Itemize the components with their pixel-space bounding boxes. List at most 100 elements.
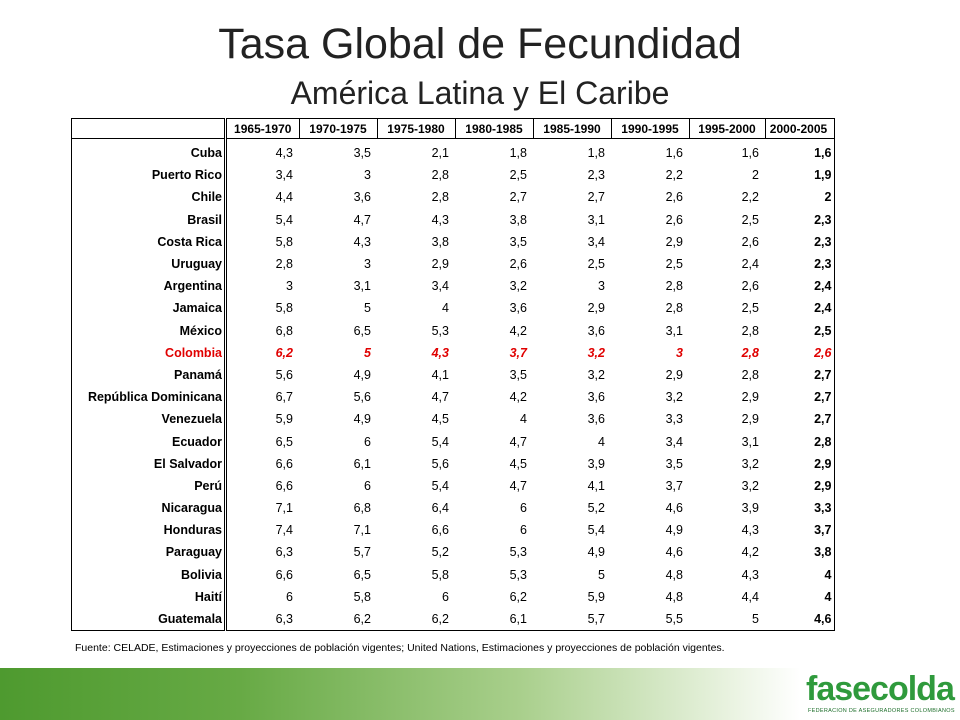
value-cell: 2,7 (587, 190, 605, 205)
value-cell: 6,8 (353, 501, 371, 516)
country-cell: Bolivia (71, 563, 227, 586)
value-cell: 5,2 (587, 501, 605, 516)
value-cell: 6 (520, 523, 527, 538)
column-header: 1975-1980 (377, 118, 456, 139)
value-cell: 3,3 (765, 497, 835, 520)
value-cell: 2,9 (665, 367, 683, 382)
value-cell: 4,9 (353, 367, 371, 382)
value-cell: 5,3 (431, 323, 449, 338)
value-cell: 4,7 (509, 434, 527, 449)
value-cell: 2,9 (587, 301, 605, 316)
country-cell: El Salvador (71, 452, 227, 475)
value-cell: 2,6 (741, 234, 759, 249)
value-cell: 4,7 (431, 390, 449, 405)
value-cell: 6,2 (377, 607, 455, 632)
value-cell: 3,7 (509, 345, 527, 360)
value-cell: 2,2 (665, 168, 683, 183)
slide-title: Tasa Global de Fecundidad (218, 20, 742, 68)
table-row: Puerto Rico 3,4 3 2,8 2,5 2,3 2,2 2 1,9 (71, 164, 835, 187)
value-cell: 3,6 (587, 390, 605, 405)
column-header: 1990-1995 (611, 118, 690, 139)
value-cell: 3,4 (587, 234, 605, 249)
value-cell: 4,3 (353, 234, 371, 249)
column-header: 1985-1990 (533, 118, 612, 139)
country-cell: Colombia (71, 341, 227, 364)
column-header: 1980-1985 (455, 118, 534, 139)
table-row: El Salvador 6,6 6,1 5,6 4,5 3,9 3,5 3,2 2,9 (71, 452, 835, 475)
value-cell: 4,6 (665, 501, 683, 516)
value-cell: 6,6 (275, 478, 293, 493)
table-row: Paraguay 6,3 5,7 5,2 5,3 4,9 4,6 4,2 3,8 (71, 541, 835, 564)
value-cell: 6 (442, 589, 449, 604)
spacer-row (71, 138, 835, 142)
value-cell: 5 (364, 345, 371, 360)
table-row: Cuba 4,3 3,5 2,1 1,8 1,8 1,6 1,6 1,6 (71, 142, 835, 165)
value-cell: 1,8 (509, 146, 527, 161)
footer-gradient-bar (0, 668, 800, 720)
value-cell: 2,7 (765, 363, 835, 387)
value-cell: 2,8 (741, 345, 759, 360)
value-cell: 6,5 (275, 434, 293, 449)
value-cell: 4,9 (587, 545, 605, 560)
value-cell: 5,5 (611, 607, 689, 632)
slide-subtitle: América Latina y El Caribe (290, 75, 670, 111)
value-cell: 6,8 (275, 323, 293, 338)
value-cell: 3,5 (509, 367, 527, 382)
value-cell: 5,4 (431, 478, 449, 493)
value-cell: 5,8 (431, 567, 449, 582)
country-cell: Nicaragua (71, 497, 227, 520)
value-cell: 2,1 (431, 146, 449, 161)
table-row: Uruguay 2,8 3 2,9 2,6 2,5 2,5 2,4 2,3 (71, 252, 835, 276)
value-cell: 4 (442, 301, 449, 316)
value-cell: 7,1 (353, 523, 371, 538)
value-cell: 2,5 (509, 168, 527, 183)
header-corner-cell (71, 118, 227, 139)
column-header: 2000-2005 (765, 118, 835, 139)
table-row: Bolivia 6,6 6,5 5,8 5,3 5 4,8 4,3 4 (71, 563, 835, 586)
value-cell: 3,2 (509, 279, 527, 294)
value-cell: 3,6 (587, 323, 605, 338)
value-cell: 2,6 (665, 190, 683, 205)
value-cell: 4,2 (509, 323, 527, 338)
table-row: Haití 6 5,8 6 6,2 5,9 4,8 4,4 4 (71, 585, 835, 608)
value-cell: 5 (364, 301, 371, 316)
value-cell: 2,8 (741, 323, 759, 338)
value-cell: 2,8 (431, 190, 449, 205)
table-row: Argentina 3 3,1 3,4 3,2 3 2,8 2,6 2,4 (71, 275, 835, 298)
value-cell: 2,8 (665, 301, 683, 316)
table-row: México 6,8 6,5 5,3 4,2 3,6 3,1 2,8 2,5 (71, 319, 835, 342)
country-cell: Panamá (71, 363, 227, 387)
value-cell: 4,3 (741, 523, 759, 538)
value-cell: 2,8 (765, 430, 835, 453)
value-cell: 2,4 (765, 297, 835, 320)
value-cell: 2,6 (665, 212, 683, 227)
country-cell: Uruguay (71, 252, 227, 276)
value-cell: 3,7 (765, 519, 835, 542)
value-cell: 6 (364, 478, 371, 493)
value-cell: 7,1 (275, 501, 293, 516)
value-cell: 4,5 (509, 456, 527, 471)
value-cell: 2,3 (765, 208, 835, 231)
country-cell: Guatemala (71, 607, 227, 632)
value-cell: 5,9 (587, 589, 605, 604)
value-cell: 3,2 (741, 456, 759, 471)
value-cell: 4,2 (741, 545, 759, 560)
value-cell: 6 (364, 434, 371, 449)
country-cell: Venezuela (71, 408, 227, 431)
value-cell: 4,1 (431, 367, 449, 382)
value-cell: 2,9 (741, 390, 759, 405)
value-cell: 2,3 (765, 252, 835, 276)
value-cell: 5,7 (533, 607, 611, 632)
value-cell: 3,7 (665, 478, 683, 493)
country-cell: Costa Rica (71, 230, 227, 253)
value-cell: 4,5 (431, 412, 449, 427)
value-cell: 1,8 (587, 146, 605, 161)
fasecolda-logo: fasecolda FEDERACION DE ASEGURADORES COL… (806, 670, 955, 718)
table-row: Guatemala 6,3 6,2 6,2 6,1 5,7 5,5 5 4,6 (71, 607, 835, 632)
value-cell: 3,4 (431, 279, 449, 294)
value-cell: 5,6 (431, 456, 449, 471)
value-cell: 2,6 (509, 257, 527, 272)
table-row: República Dominicana 6,7 5,6 4,7 4,2 3,6 3,2 2,… (71, 386, 835, 409)
value-cell: 2,8 (431, 168, 449, 183)
value-cell: 4,8 (665, 589, 683, 604)
